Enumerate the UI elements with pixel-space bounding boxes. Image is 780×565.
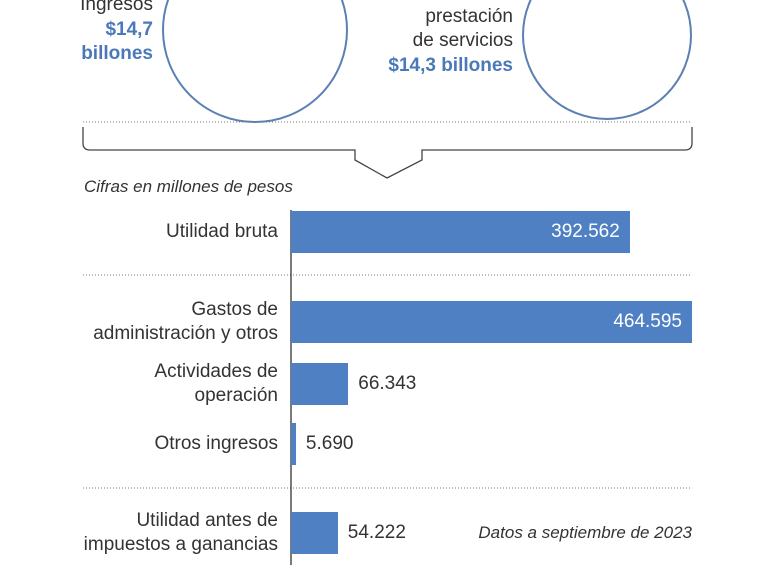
category-label: Otros ingresos (154, 433, 278, 454)
circle (162, 0, 348, 123)
bar (291, 512, 338, 554)
highlight-label: prestación de servicios (412, 6, 513, 51)
highlight-amount: $14,3 billones (388, 55, 513, 76)
bar (291, 423, 296, 465)
circle (522, 0, 692, 120)
note: Datos a septiembre de 2023 (478, 523, 692, 542)
category-label: Actividades de operación (154, 361, 278, 406)
category-label: Utilidad bruta (166, 221, 278, 242)
highlight-label: Ingresos (80, 0, 153, 15)
category-label: Utilidad antes de impuestos a ganancias (83, 510, 278, 555)
bracket (82, 127, 693, 179)
category-label: Gastos de administración y otros (93, 299, 278, 344)
highlight-amount: $14,7 billones (81, 19, 153, 64)
value-label: 392.562 (551, 221, 620, 242)
bar (291, 363, 349, 405)
value-label: 54.222 (347, 522, 406, 543)
bar (291, 211, 630, 253)
bar (291, 301, 692, 343)
subtitle: Cifras en millones de pesos (84, 177, 293, 196)
value-label: 5.690 (305, 433, 354, 454)
value-label: 66.343 (358, 373, 417, 394)
value-label: 464.595 (613, 311, 682, 332)
